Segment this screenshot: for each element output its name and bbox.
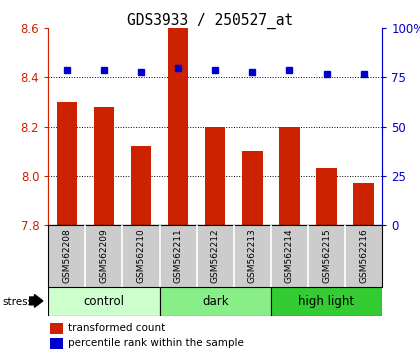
Text: high light: high light: [299, 295, 354, 308]
Text: GSM562208: GSM562208: [62, 228, 71, 283]
Bar: [271, 287, 382, 316]
Text: GSM562213: GSM562213: [248, 228, 257, 283]
Text: GDS3933 / 250527_at: GDS3933 / 250527_at: [127, 12, 293, 29]
Bar: [168, 28, 188, 225]
Bar: [131, 146, 151, 225]
FancyArrow shape: [29, 295, 43, 307]
Text: GSM562209: GSM562209: [100, 228, 108, 283]
Text: percentile rank within the sample: percentile rank within the sample: [68, 338, 244, 348]
Text: transformed count: transformed count: [68, 323, 165, 333]
Text: control: control: [84, 295, 124, 308]
Text: GSM562214: GSM562214: [285, 228, 294, 283]
Text: GSM562212: GSM562212: [211, 228, 220, 283]
Bar: [50, 338, 63, 349]
Bar: [279, 127, 299, 225]
Bar: [205, 127, 226, 225]
Bar: [354, 183, 374, 225]
Bar: [57, 102, 77, 225]
Bar: [94, 107, 114, 225]
Bar: [48, 287, 160, 316]
Text: dark: dark: [202, 295, 228, 308]
Bar: [160, 287, 271, 316]
Text: GSM562215: GSM562215: [322, 228, 331, 283]
Text: GSM562211: GSM562211: [173, 228, 183, 283]
Bar: [316, 168, 337, 225]
Bar: [50, 323, 63, 334]
Text: stress: stress: [2, 297, 33, 307]
Bar: [242, 151, 262, 225]
Text: GSM562210: GSM562210: [136, 228, 146, 283]
Text: GSM562216: GSM562216: [359, 228, 368, 283]
